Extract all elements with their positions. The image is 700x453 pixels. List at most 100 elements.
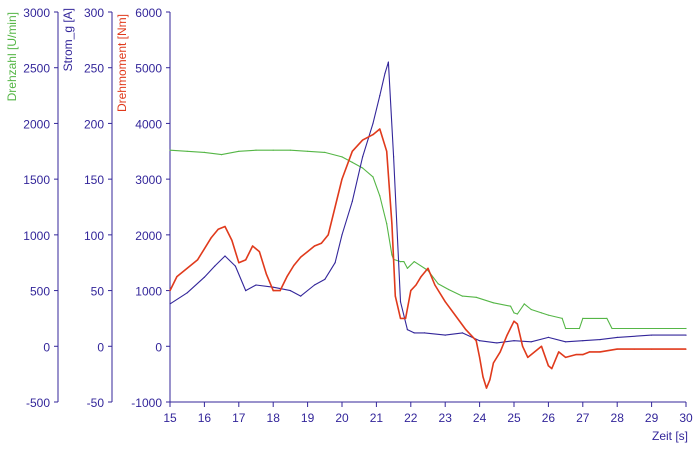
- data-point-current: [289, 290, 291, 292]
- data-point-torque: [405, 317, 407, 319]
- data-point-current: [565, 341, 567, 343]
- data-point-current: [513, 340, 515, 342]
- data-point-torque: [454, 315, 457, 317]
- data-point-speed: [351, 161, 353, 163]
- data-point-torque: [320, 242, 322, 244]
- data-point-speed: [203, 151, 205, 153]
- data-point-current: [300, 295, 302, 297]
- x-tick-label: 18: [267, 411, 281, 425]
- data-point-speed: [540, 312, 543, 314]
- data-point-current: [186, 292, 188, 294]
- data-point-current: [547, 336, 550, 338]
- x-tick-label: 26: [542, 411, 556, 425]
- x-tick-label: 16: [198, 411, 212, 425]
- y-tick-label-current: 150: [84, 173, 104, 187]
- data-point-torque: [434, 284, 436, 286]
- y-tick-label-speed: 1000: [23, 229, 50, 243]
- data-point-current: [424, 332, 426, 334]
- data-point-torque: [465, 329, 467, 331]
- data-point-torque: [210, 237, 212, 239]
- y-tick-label-torque: 4000: [135, 117, 162, 131]
- data-point-speed: [341, 156, 343, 158]
- data-point-speed: [510, 305, 512, 307]
- data-point-torque: [258, 251, 260, 253]
- y-tick-label-current: -50: [87, 396, 105, 410]
- data-point-torque: [265, 273, 267, 275]
- data-point-torque: [485, 387, 488, 389]
- data-point-current: [272, 286, 274, 288]
- data-point-current: [444, 334, 446, 336]
- data-point-torque: [313, 245, 316, 247]
- y-axis-label-speed: Drehzahl [U/min]: [5, 12, 19, 101]
- data-point-torque: [386, 150, 388, 152]
- data-point-torque: [489, 379, 491, 381]
- data-point-torque: [203, 248, 205, 250]
- data-point-speed: [523, 303, 525, 305]
- data-point-current: [496, 342, 498, 344]
- data-point-speed: [492, 302, 494, 304]
- data-point-speed: [324, 151, 326, 153]
- data-point-torque: [351, 150, 353, 152]
- y-tick-label-torque: 6000: [135, 6, 162, 20]
- data-point-torque: [479, 356, 481, 358]
- y-tick-label-current: 0: [97, 340, 104, 354]
- x-tick-label: 27: [576, 411, 590, 425]
- data-point-speed: [221, 154, 223, 156]
- data-point-current: [214, 265, 216, 267]
- data-point-speed: [406, 267, 408, 269]
- data-point-speed: [386, 223, 388, 225]
- x-tick-label: 19: [301, 411, 315, 425]
- data-point-speed: [169, 149, 171, 151]
- data-point-speed: [413, 261, 415, 263]
- data-point-speed: [403, 261, 405, 263]
- y-tick-label-current: 50: [91, 285, 105, 299]
- data-point-torque: [415, 284, 417, 286]
- data-point-torque: [362, 139, 364, 141]
- y-tick-label-current: 100: [84, 229, 104, 243]
- data-point-torque: [582, 354, 584, 356]
- data-point-speed: [582, 317, 584, 319]
- data-point-torque: [399, 317, 402, 319]
- y-tick-label-torque: 1000: [135, 285, 162, 299]
- x-tick-label: 22: [404, 411, 418, 425]
- data-point-torque: [492, 362, 494, 364]
- x-tick-label: 21: [370, 411, 384, 425]
- data-point-torque: [599, 351, 601, 353]
- data-point-torque: [372, 134, 374, 136]
- data-point-torque: [522, 345, 524, 347]
- x-tick-label: 23: [439, 411, 453, 425]
- data-point-torque: [245, 259, 247, 261]
- data-point-torque: [410, 290, 412, 292]
- y-tick-label-torque: 2000: [135, 229, 162, 243]
- data-point-torque: [224, 225, 226, 228]
- x-tick-label: 15: [163, 411, 177, 425]
- data-point-torque: [238, 262, 240, 264]
- data-point-current: [461, 332, 463, 334]
- data-point-speed: [238, 150, 240, 152]
- data-point-current: [399, 301, 402, 303]
- data-point-torque: [252, 245, 254, 247]
- data-point-torque: [516, 323, 519, 325]
- series-line-current: [169, 61, 686, 344]
- data-point-current: [379, 95, 381, 97]
- series-line-torque: [169, 128, 686, 389]
- data-point-torque: [169, 290, 171, 292]
- data-point-current: [616, 336, 618, 338]
- data-point-speed: [606, 317, 608, 319]
- data-point-speed: [475, 296, 477, 298]
- data-point-current: [255, 284, 257, 286]
- data-point-torque: [391, 223, 393, 225]
- y-tick-label-torque: 3000: [135, 173, 162, 187]
- data-point-torque: [540, 345, 543, 347]
- series-speed: [169, 149, 687, 330]
- data-point-torque: [575, 354, 577, 356]
- data-point-torque: [286, 276, 288, 278]
- data-point-speed: [391, 254, 393, 256]
- data-point-speed: [289, 149, 291, 151]
- data-point-current: [334, 262, 336, 264]
- data-point-speed: [448, 288, 450, 291]
- data-point-torque: [685, 348, 687, 350]
- series-layer: [169, 61, 687, 389]
